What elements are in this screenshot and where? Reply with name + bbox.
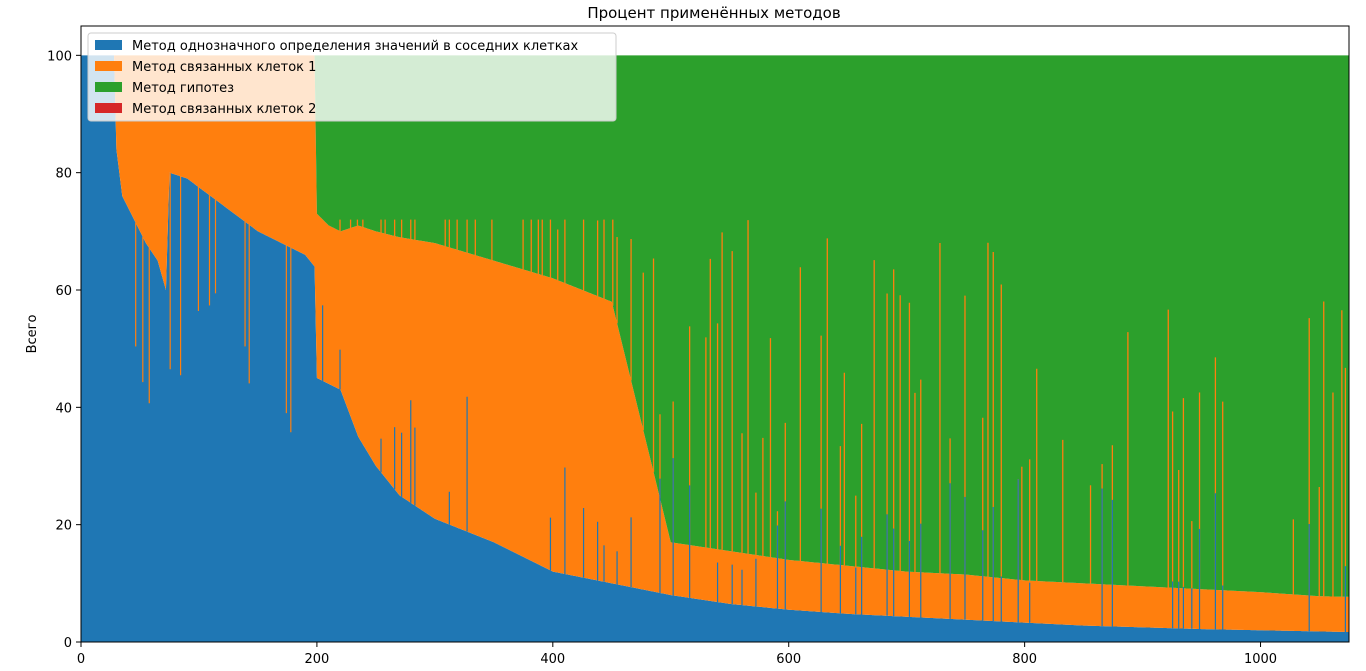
y-tick-label: 100 xyxy=(47,49,72,64)
area-series-1 xyxy=(81,55,1349,633)
legend-label-3: Метод связанных клеток 2 xyxy=(132,102,316,117)
y-tick-label: 80 xyxy=(55,167,72,182)
x-tick-label: 0 xyxy=(77,652,85,667)
legend: Метод однозначного определения значений … xyxy=(87,32,617,122)
x-tick-label: 200 xyxy=(304,652,329,667)
plot-frame xyxy=(80,25,1350,643)
y-axis-ticks: 0 20 40 60 80 100 xyxy=(47,49,81,651)
legend-swatch-1 xyxy=(95,61,122,71)
y-tick-label: 0 xyxy=(64,636,72,651)
legend-box xyxy=(87,32,617,122)
stacked-areas xyxy=(81,55,1349,642)
spike-overlay xyxy=(135,172,1347,632)
legend-label-0: Метод однозначного определения значений … xyxy=(132,39,579,54)
x-tick-label: 600 xyxy=(776,652,801,667)
y-tick-label: 60 xyxy=(55,284,72,299)
legend-swatch-2 xyxy=(95,82,122,92)
legend-label-2: Метод гипотез xyxy=(132,81,234,96)
y-axis-label: Всего xyxy=(25,315,40,354)
y-tick-label: 20 xyxy=(55,519,72,534)
x-tick-label: 400 xyxy=(540,652,565,667)
area-series-0 xyxy=(81,55,1349,642)
x-tick-label: 800 xyxy=(1012,652,1037,667)
x-axis-ticks: 0 200 400 600 800 1000 xyxy=(77,642,1277,667)
x-tick-label: 1000 xyxy=(1244,652,1277,667)
legend-swatch-0 xyxy=(95,40,122,50)
chart-title: Процент применённых методов xyxy=(587,4,840,22)
y-tick-label: 40 xyxy=(55,401,72,416)
legend-label-1: Метод связанных клеток 1 xyxy=(132,60,316,75)
legend-swatch-3 xyxy=(95,103,122,113)
area-series-2 xyxy=(81,55,1349,597)
